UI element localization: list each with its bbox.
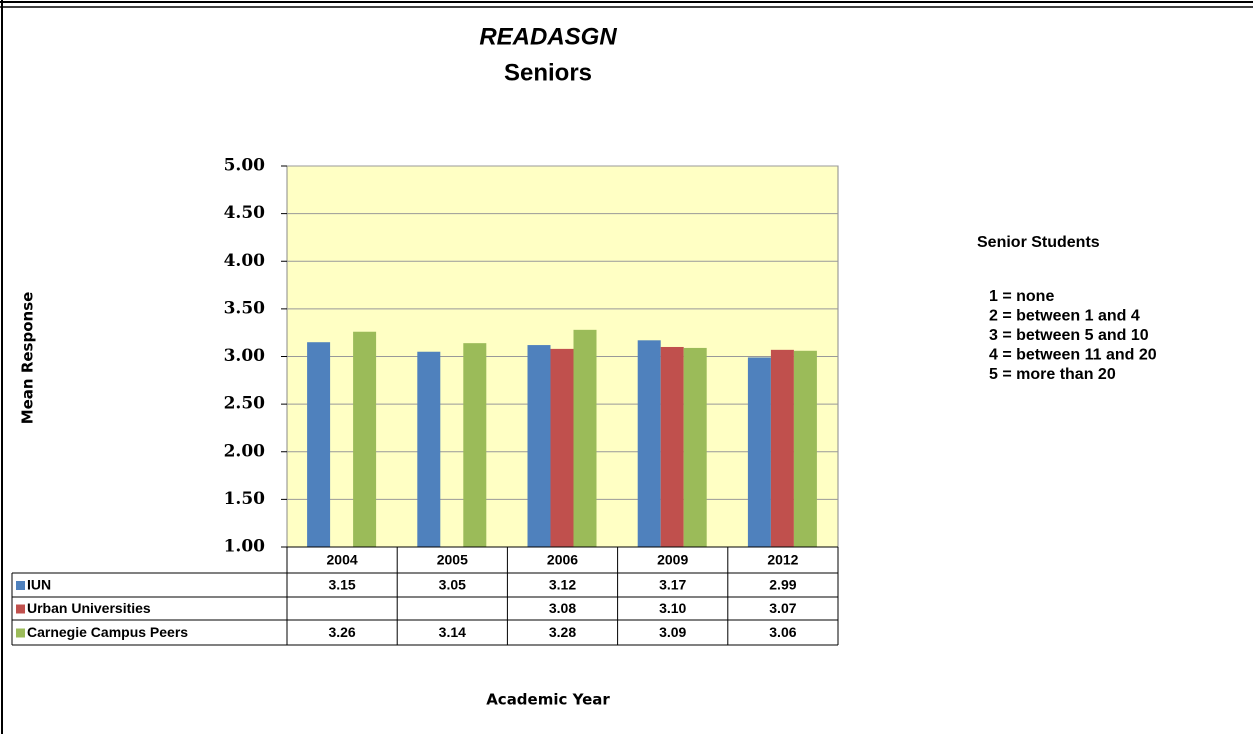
y-axis-label: Mean Response	[19, 292, 37, 425]
bar	[770, 349, 794, 547]
notes-line: 3 = between 5 and 10	[989, 327, 1149, 344]
notes-line: 5 = more than 20	[989, 366, 1116, 383]
legend-swatch	[16, 604, 25, 614]
data-label: 3.05	[439, 577, 466, 593]
chart-subtitle: Seniors	[504, 59, 592, 86]
y-tick-label: 2.50	[224, 394, 266, 414]
y-tick-label: 3.50	[224, 298, 266, 318]
notes-line: 1 = none	[989, 288, 1054, 305]
y-tick-label: 3.00	[224, 346, 266, 366]
bar	[637, 340, 661, 547]
notes-title: Senior Students	[977, 234, 1100, 251]
y-tick-label: 1.00	[224, 537, 266, 557]
data-label: 3.08	[549, 600, 576, 616]
bar	[573, 329, 597, 547]
bar	[463, 343, 487, 547]
bar	[747, 357, 771, 547]
x-tick-label: 2005	[437, 552, 468, 568]
bar	[550, 348, 574, 547]
legend-label: Carnegie Campus Peers	[27, 624, 188, 640]
data-label: 3.15	[328, 577, 355, 593]
bar	[793, 350, 817, 547]
notes-line: 2 = between 1 and 4	[989, 308, 1140, 325]
bar	[307, 342, 331, 547]
notes-line: 4 = between 11 and 20	[989, 347, 1157, 364]
data-label: 3.14	[439, 624, 466, 640]
x-tick-label: 2004	[327, 552, 358, 568]
x-tick-label: 2012	[767, 552, 798, 568]
x-tick-label: 2009	[657, 552, 688, 568]
bar	[683, 347, 707, 547]
data-label: 3.10	[659, 600, 686, 616]
y-tick-label: 4.00	[224, 251, 266, 271]
data-label: 3.09	[659, 624, 686, 640]
data-label: 3.12	[549, 577, 576, 593]
chart-title: READASGN	[479, 23, 617, 50]
bar	[417, 351, 441, 547]
x-tick-label: 2006	[547, 552, 578, 568]
legend-label: Urban Universities	[27, 600, 151, 616]
bar	[353, 331, 377, 547]
x-axis-label: Academic Year	[486, 691, 610, 709]
legend-swatch	[16, 628, 25, 638]
bar	[660, 346, 684, 547]
bar	[527, 345, 551, 547]
data-label: 2.99	[769, 577, 796, 593]
legend-swatch	[16, 581, 25, 590]
data-label: 3.28	[549, 624, 576, 640]
y-tick-label: 5.00	[224, 156, 266, 176]
data-label: 3.26	[328, 624, 355, 640]
data-label: 3.17	[659, 577, 686, 593]
y-tick-label: 4.50	[224, 203, 266, 223]
y-tick-label: 1.50	[224, 489, 266, 509]
data-label: 3.06	[769, 624, 796, 640]
y-tick-label: 2.00	[224, 441, 266, 461]
legend-label: IUN	[27, 577, 51, 593]
data-label: 3.07	[769, 600, 796, 616]
